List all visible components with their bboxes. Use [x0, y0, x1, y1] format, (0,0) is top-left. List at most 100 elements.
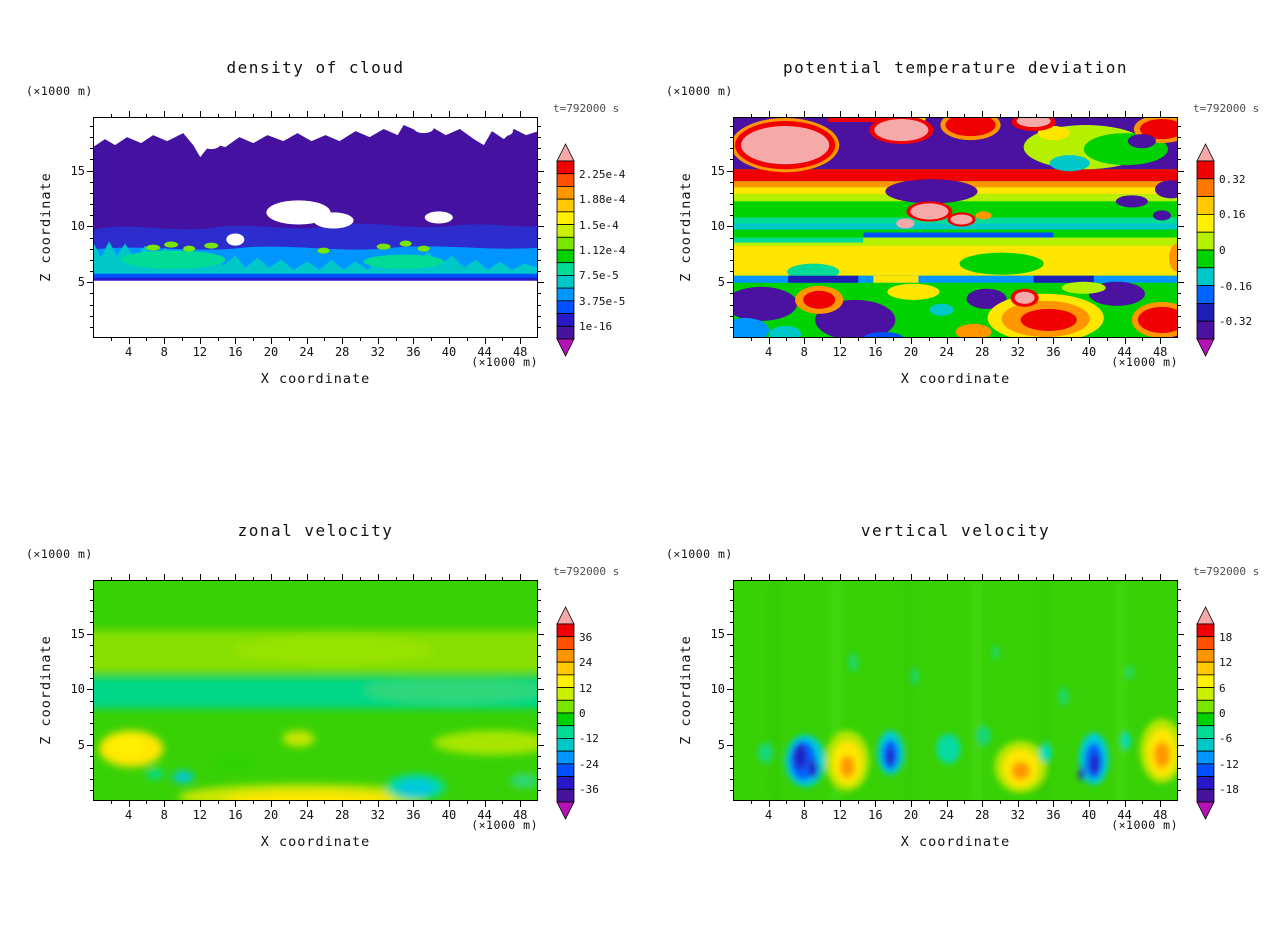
x-tick-label: 20 — [263, 808, 279, 822]
z-tick-mark — [538, 226, 544, 228]
x-tick-mark — [750, 577, 752, 580]
colorbar-label: -12 — [1219, 757, 1239, 771]
z-tick-mark — [1178, 767, 1181, 769]
x-tick-mark — [502, 801, 504, 804]
z-tick-mark — [538, 237, 541, 239]
x-tick-mark — [1089, 574, 1090, 580]
colorbar-label: 7.5e-5 — [579, 269, 619, 283]
x-tick-mark — [431, 577, 433, 580]
x-tick-mark — [377, 111, 379, 117]
time-label: t=792000 s — [1193, 102, 1260, 115]
z-tick-mark — [90, 667, 93, 669]
x-tick-mark — [431, 801, 433, 804]
x-tick-mark — [857, 114, 859, 117]
colorbar-segment — [1196, 623, 1215, 638]
z-tick-mark — [538, 767, 541, 769]
z-tick-mark — [90, 271, 93, 273]
x-tick-label: 4 — [124, 808, 133, 822]
x-tick-mark — [1017, 574, 1019, 580]
z-tick-mark — [730, 293, 733, 295]
x-tick-mark — [1017, 801, 1019, 807]
x-tick-mark — [893, 577, 895, 580]
z-tick-mark — [730, 259, 733, 261]
x-tick-label: 48 — [1152, 808, 1168, 822]
z-tick-mark — [90, 644, 93, 646]
x-axis-unit-label: (×1000 m) — [1111, 818, 1178, 832]
x-tick-mark — [146, 338, 148, 341]
x-tick-mark — [1000, 801, 1001, 804]
x-tick-label: 44 — [477, 808, 492, 822]
x-tick-mark — [1124, 801, 1126, 807]
colorbar-segment — [1196, 649, 1215, 663]
colorbar-segment — [556, 725, 575, 739]
x-tick-label: 12 — [192, 345, 208, 359]
x-tick-mark — [360, 577, 361, 580]
x-tick-mark — [839, 801, 841, 807]
z-tick-label: 5 — [77, 738, 85, 753]
x-tick-mark — [502, 577, 504, 580]
z-tick-mark — [1178, 588, 1181, 590]
x-tick-mark — [449, 801, 450, 807]
z-tick-mark — [90, 181, 93, 183]
z-tick-mark — [90, 600, 93, 602]
x-tick-mark — [449, 338, 450, 344]
x-tick-mark — [128, 801, 130, 807]
x-tick-mark — [1124, 338, 1126, 344]
z-tick-mark — [90, 767, 93, 769]
x-tick-mark — [271, 574, 272, 580]
z-tick-mark — [1178, 148, 1181, 150]
x-tick-mark — [110, 338, 112, 341]
colorbar-scale — [1196, 143, 1215, 357]
x-tick-mark — [431, 338, 433, 341]
z-axis-unit-label: (×1000 m) — [666, 547, 733, 561]
colorbar-segment — [556, 300, 575, 314]
z-tick-mark — [730, 248, 733, 250]
z-tick-mark — [538, 678, 541, 680]
z-tick-mark — [538, 734, 541, 736]
x-tick-label: 40 — [441, 345, 457, 359]
x-tick-mark — [1053, 111, 1055, 117]
x-tick-mark — [1160, 338, 1162, 344]
x-axis-unit-label: (×1000 m) — [471, 818, 538, 832]
x-tick-mark — [804, 574, 806, 580]
colorbar-label: 0.32 — [1219, 172, 1246, 186]
z-tick-mark — [538, 778, 541, 780]
x-tick-label: 48 — [512, 345, 528, 359]
colorbar-label: -6 — [1219, 732, 1233, 746]
x-tick-mark — [520, 111, 522, 117]
x-tick-mark — [768, 111, 770, 117]
z-tick-mark — [538, 315, 541, 317]
x-tick-mark — [928, 801, 930, 804]
x-tick-mark — [750, 801, 752, 804]
x-tick-mark — [1035, 114, 1037, 117]
colorbar-segment — [1196, 160, 1215, 180]
z-tick-mark — [538, 655, 541, 657]
x-tick-mark — [342, 338, 344, 344]
colorbar-segment — [1196, 750, 1215, 765]
axes-and-colorbar: 4 8 12 16 20 24 28 32 36 40 44 48 5 10 15 2.25e-4 1.88e-… — [0, 0, 640, 463]
z-tick-mark — [538, 125, 541, 127]
colorbar-scale — [556, 143, 575, 357]
colorbar-segment — [556, 687, 575, 701]
x-tick-mark — [928, 577, 930, 580]
x-tick-mark — [288, 801, 290, 804]
x-tick-mark — [1071, 577, 1073, 580]
z-tick-mark — [90, 678, 93, 680]
colorbar-over-cap — [1196, 606, 1215, 625]
x-tick-mark — [306, 574, 308, 580]
x-tick-mark — [484, 801, 486, 807]
colorbar-label: 0.16 — [1219, 208, 1246, 222]
x-tick-mark — [164, 801, 166, 807]
x-tick-mark — [342, 574, 344, 580]
x-tick-mark — [395, 801, 397, 804]
colorbar-segment — [556, 313, 575, 327]
time-label: t=792000 s — [553, 102, 620, 115]
x-tick-mark — [520, 338, 522, 344]
x-tick-label: 32 — [370, 808, 386, 822]
z-tick-mark — [90, 588, 93, 590]
x-tick-label: 24 — [939, 808, 954, 822]
colorbar-segment — [556, 623, 575, 638]
x-tick-mark — [164, 338, 166, 344]
x-tick-mark — [182, 577, 183, 580]
colorbar-segment — [556, 275, 575, 289]
